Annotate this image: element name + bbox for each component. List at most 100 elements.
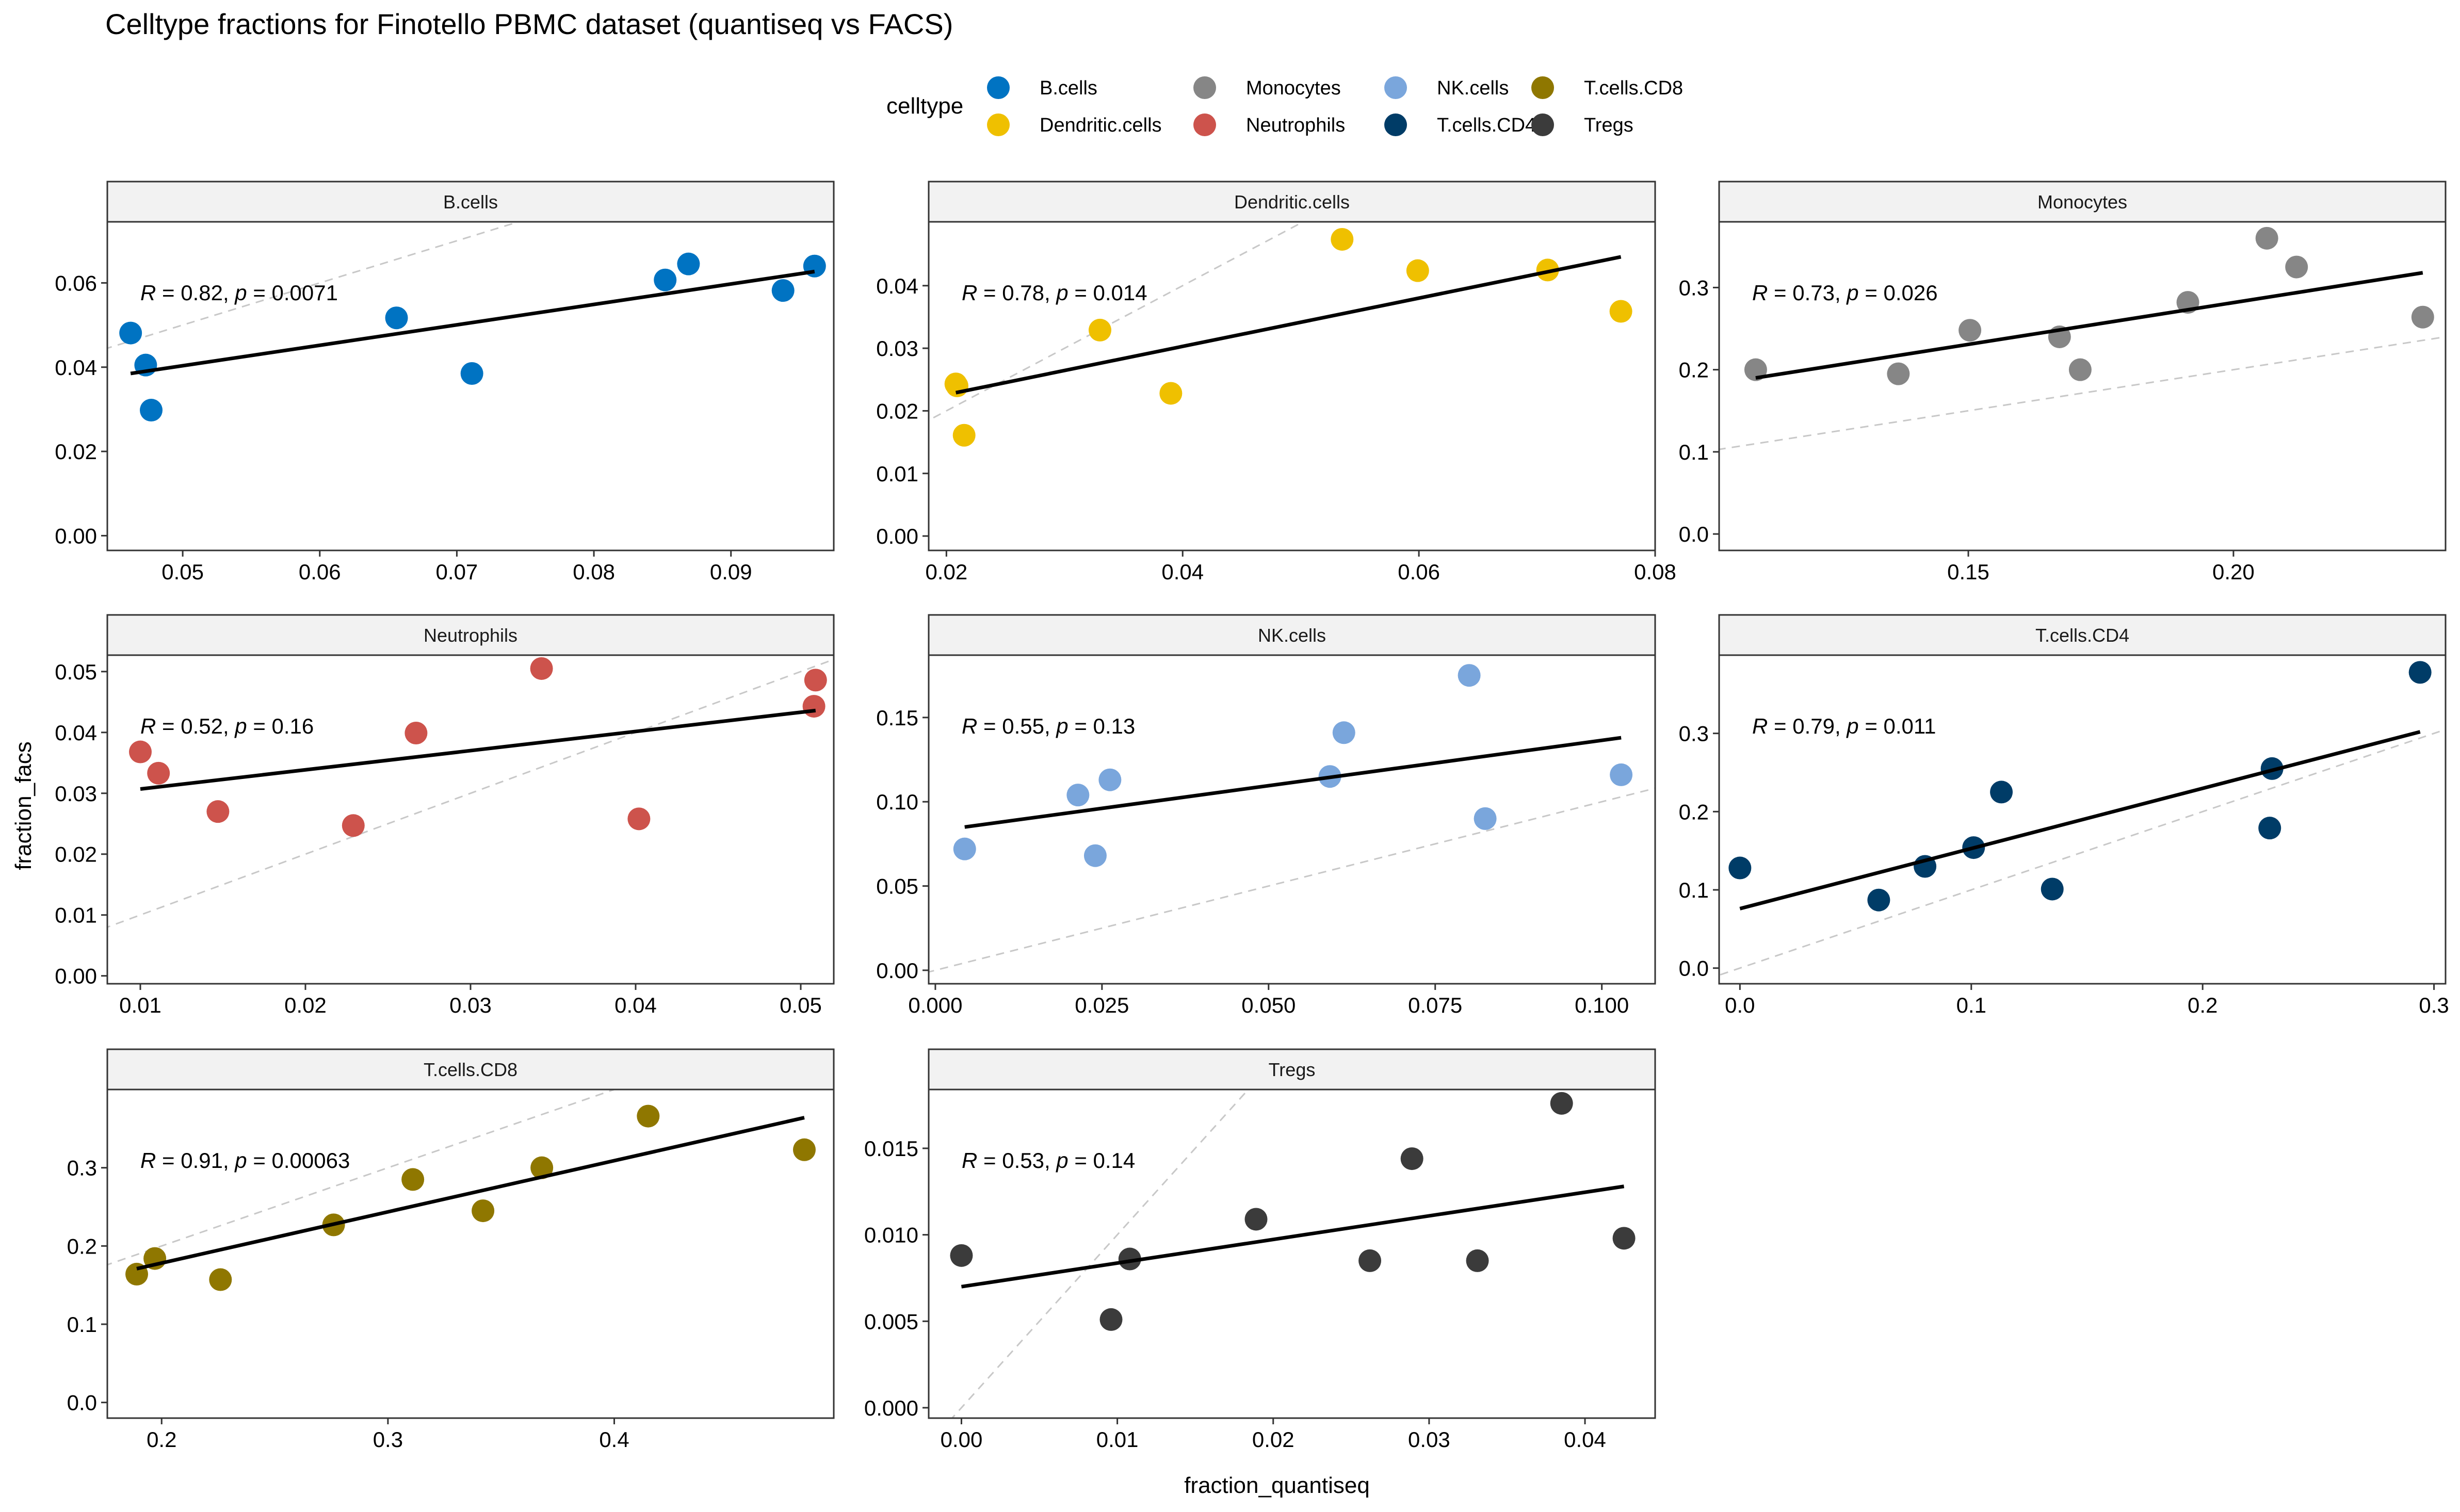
y-tick-label: 0.03 <box>876 336 918 361</box>
data-point <box>952 424 976 447</box>
x-tick-label: 0.3 <box>2419 993 2449 1017</box>
x-tick-label: 0.00 <box>941 1427 983 1452</box>
x-tick-label: 0.04 <box>614 993 657 1017</box>
y-tick-label: 0.00 <box>876 524 918 548</box>
data-point <box>1609 300 1632 323</box>
legend-label: Neutrophils <box>1246 115 1345 136</box>
data-point <box>147 761 170 785</box>
legend-label: T.cells.CD4 <box>1437 115 1536 136</box>
x-tick-label: 0.01 <box>1096 1427 1139 1452</box>
correlation-annotation: R = 0.53, p = 0.14 <box>962 1148 1135 1173</box>
panel-border <box>106 221 835 551</box>
x-tick-label: 0.03 <box>1408 1427 1450 1452</box>
panel-background <box>107 222 834 550</box>
panel-border <box>928 654 1656 985</box>
panel-background <box>1719 222 2446 550</box>
facet-strip-label: T.cells.CD8 <box>424 1059 517 1080</box>
y-tick-label: 0.03 <box>55 782 97 806</box>
panel-border <box>928 1088 1656 1419</box>
panel-background <box>107 655 834 984</box>
y-tick-label: 0.04 <box>55 721 97 745</box>
data-point <box>637 1104 660 1128</box>
x-tick-label: 0.15 <box>1947 560 1989 584</box>
data-point <box>1550 1092 1573 1115</box>
x-tick-label: 0.08 <box>573 560 615 584</box>
regression-line <box>130 269 815 376</box>
y-tick-label: 0.00 <box>55 524 97 548</box>
correlation-annotation: R = 0.79, p = 0.011 <box>1752 714 1936 738</box>
panel-border <box>1718 221 2447 551</box>
x-tick-label: 0.07 <box>436 560 478 584</box>
y-tick-label: 0.1 <box>1679 878 1709 902</box>
data-point <box>1244 1208 1268 1231</box>
x-tick-label: 0.050 <box>1241 993 1296 1017</box>
y-tick-label: 0.1 <box>1679 440 1709 464</box>
legend-key <box>1531 76 1554 99</box>
y-tick-label: 0.01 <box>876 462 918 486</box>
x-tick-label: 0.100 <box>1575 993 1629 1017</box>
y-tick-label: 0.04 <box>876 274 918 298</box>
y-tick-label: 0.2 <box>1679 800 1709 824</box>
data-point <box>2285 255 2308 279</box>
panel-background <box>929 1090 1655 1418</box>
legend-key <box>1384 76 1407 99</box>
data-point <box>2258 817 2281 840</box>
data-point <box>404 721 428 744</box>
correlation-annotation: R = 0.82, p = 0.0071 <box>140 281 338 305</box>
data-point <box>1088 318 1111 342</box>
legend-label: T.cells.CD8 <box>1584 77 1683 99</box>
x-tick-label: 0.02 <box>925 560 967 584</box>
legend: celltype B.cells Dendritic.cells Monocytes… <box>886 76 1683 136</box>
panel-background <box>929 222 1655 550</box>
x-tick-label: 0.3 <box>373 1427 403 1452</box>
x-tick-label: 0.20 <box>2212 560 2255 584</box>
facet-strip-label: B.cells <box>443 191 498 213</box>
data-point <box>530 1156 554 1179</box>
data-point <box>1458 664 1481 687</box>
legend-key <box>987 113 1010 136</box>
regression-line <box>961 1184 1625 1289</box>
data-point <box>1959 319 1982 342</box>
data-point <box>1466 1249 1489 1272</box>
chart-title: Celltype fractions for Finotello PBMC da… <box>105 8 953 40</box>
legend-label: Dendritic.cells <box>1040 115 1162 136</box>
data-point <box>1610 763 1633 786</box>
x-tick-label: 0.075 <box>1408 993 1462 1017</box>
x-tick-label: 0.025 <box>1075 993 1129 1017</box>
data-point <box>1358 1249 1382 1272</box>
y-tick-label: 0.0 <box>1679 956 1709 981</box>
y-tick-label: 0.3 <box>1679 275 1709 300</box>
x-tick-label: 0.05 <box>161 560 204 584</box>
x-tick-label: 0.02 <box>284 993 327 1017</box>
regression-line <box>964 736 1622 829</box>
facet-strip <box>1718 181 2447 223</box>
x-tick-label: 0.03 <box>449 993 492 1017</box>
x-tick-label: 0.05 <box>780 993 822 1017</box>
data-point <box>385 306 408 330</box>
y-tick-label: 0.15 <box>876 706 918 730</box>
regression-line <box>140 708 816 791</box>
data-point <box>2041 877 2064 901</box>
correlation-annotation: R = 0.52, p = 0.16 <box>140 714 314 738</box>
y-tick-label: 0.10 <box>876 790 918 814</box>
legend-key <box>1384 113 1407 136</box>
data-point <box>460 362 483 385</box>
facet-strip-label: T.cells.CD4 <box>2035 625 2129 646</box>
panel-background <box>107 1090 834 1418</box>
data-point <box>1612 1227 1636 1250</box>
panel-plot-area <box>1719 226 2446 450</box>
y-tick-label: 0.00 <box>55 964 97 988</box>
data-point <box>472 1199 495 1223</box>
data-point <box>129 740 152 763</box>
